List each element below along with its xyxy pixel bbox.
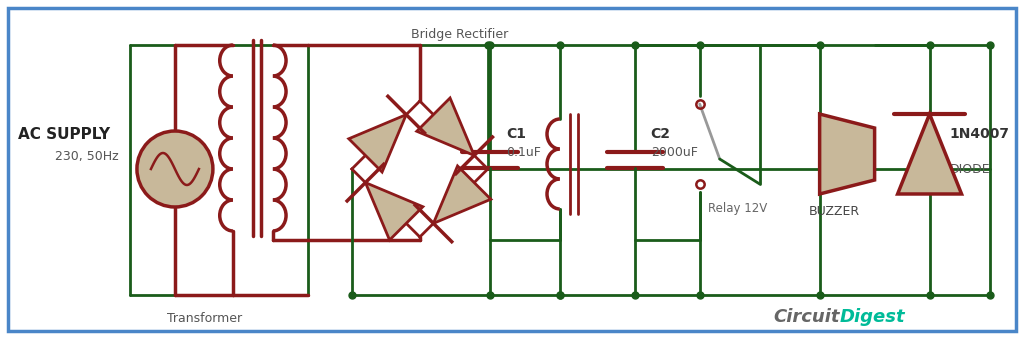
Polygon shape xyxy=(819,114,874,194)
Text: 230, 50Hz: 230, 50Hz xyxy=(55,149,119,162)
Polygon shape xyxy=(366,183,423,240)
Text: DIODE: DIODE xyxy=(949,162,990,176)
Text: Relay 12V: Relay 12V xyxy=(708,202,767,216)
Polygon shape xyxy=(433,166,490,223)
Text: 1N4007: 1N4007 xyxy=(949,127,1010,141)
Text: AC SUPPLY: AC SUPPLY xyxy=(18,126,111,141)
Circle shape xyxy=(137,131,213,207)
Text: Digest: Digest xyxy=(840,308,905,326)
Text: 2000uF: 2000uF xyxy=(650,145,697,159)
Text: Circuit: Circuit xyxy=(773,308,840,326)
Polygon shape xyxy=(898,114,962,194)
Text: Transformer: Transformer xyxy=(167,313,243,325)
Text: 0.1uF: 0.1uF xyxy=(506,145,541,159)
Polygon shape xyxy=(349,115,407,172)
Text: BUZZER: BUZZER xyxy=(809,205,860,218)
Text: C1: C1 xyxy=(506,127,525,141)
Text: C2: C2 xyxy=(650,127,671,141)
Text: Bridge Rectifier: Bridge Rectifier xyxy=(412,27,509,41)
Polygon shape xyxy=(417,98,474,155)
